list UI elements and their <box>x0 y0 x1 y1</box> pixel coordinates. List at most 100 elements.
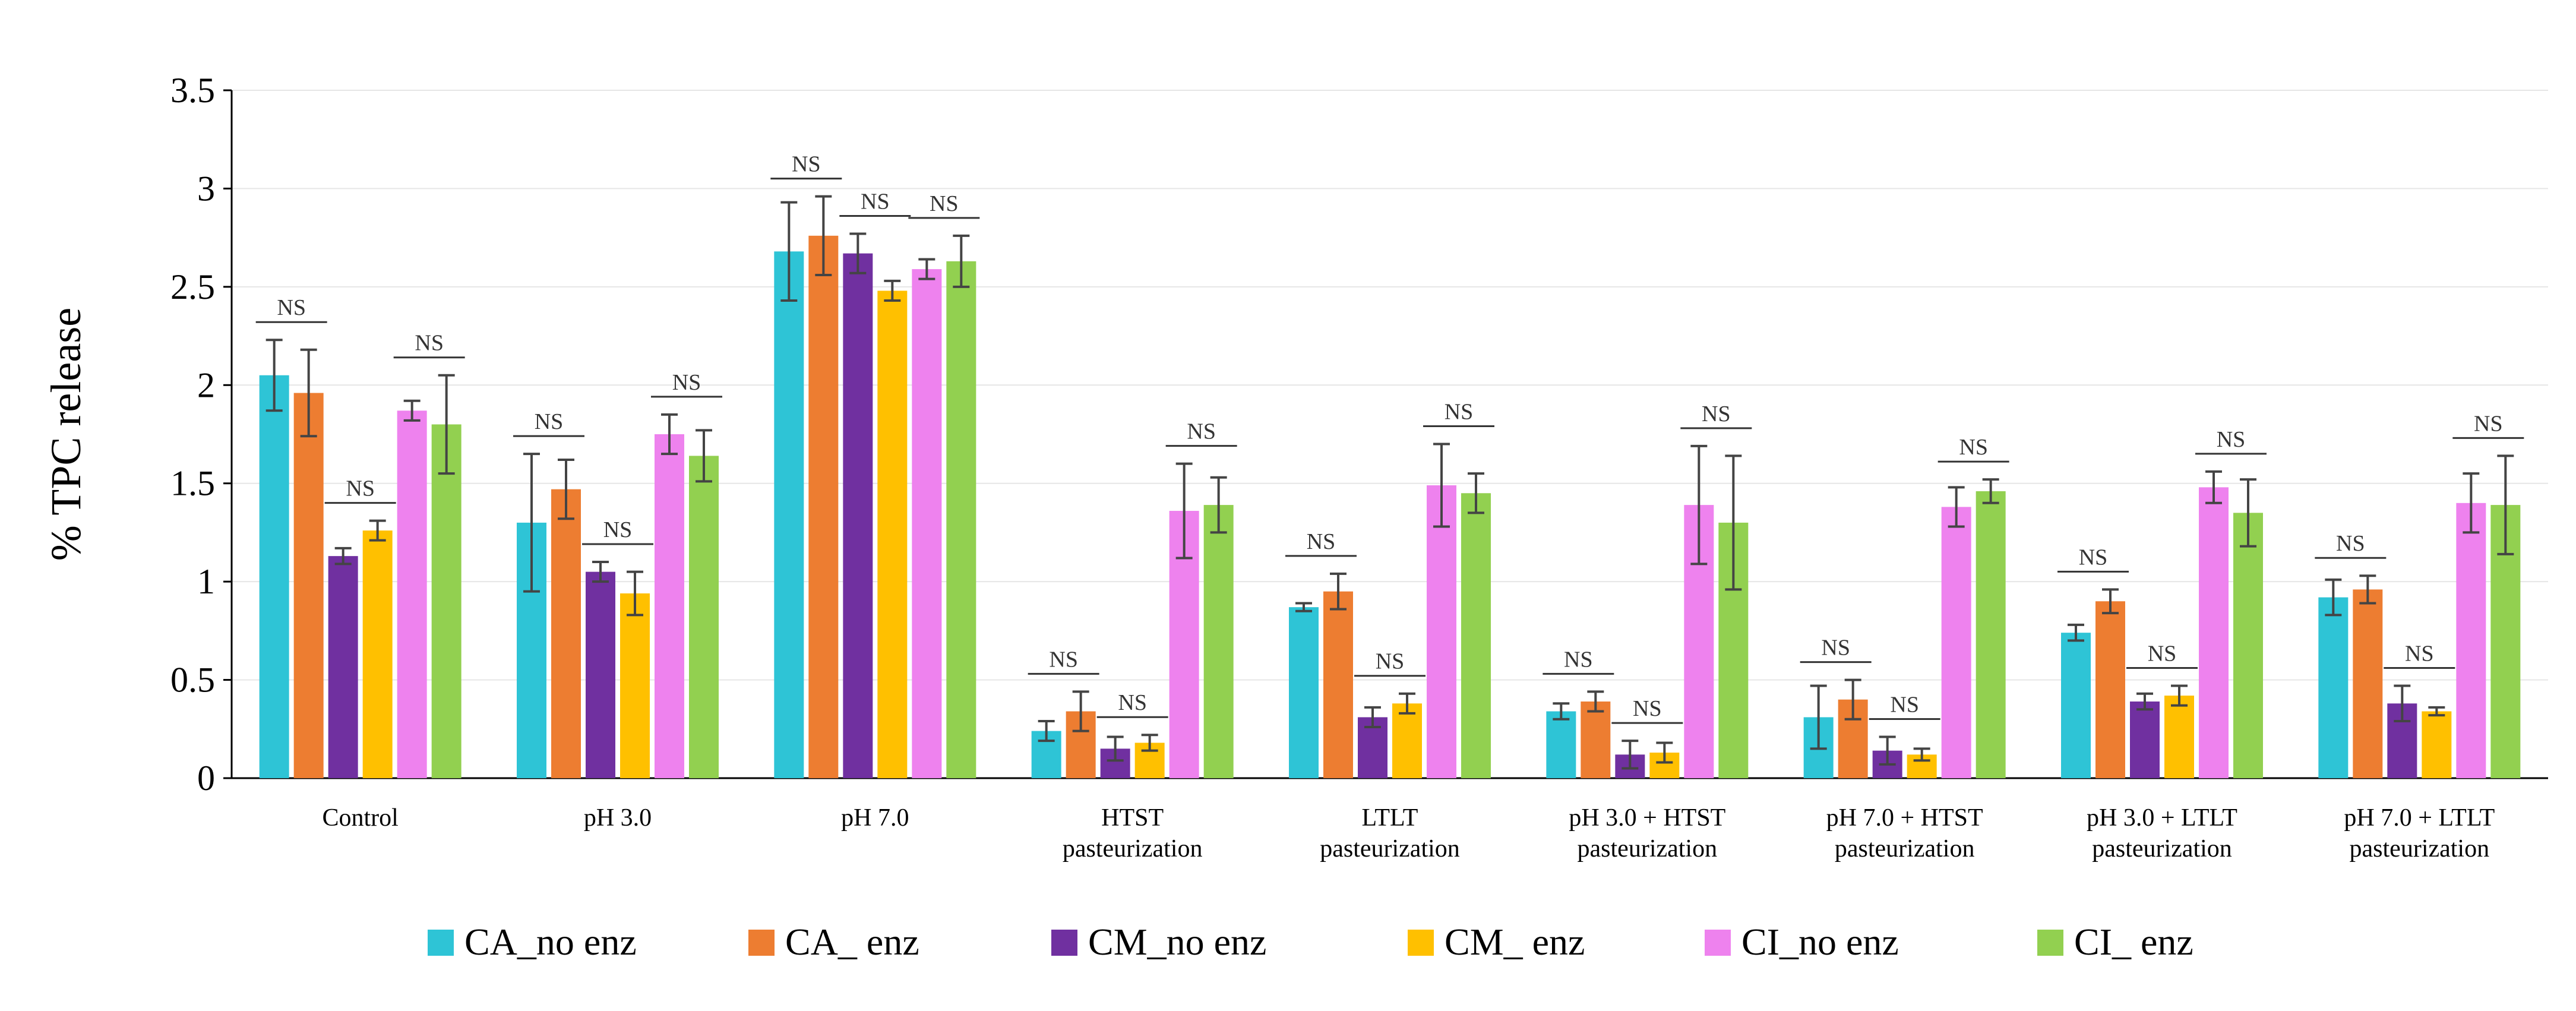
ns-label: NS <box>861 189 890 214</box>
ns-label: NS <box>672 370 701 395</box>
y-tick-label: 0.5 <box>170 661 215 700</box>
y-tick-label: 2.5 <box>170 267 215 307</box>
ns-label: NS <box>277 295 306 320</box>
x-category-label: HTST <box>1101 804 1164 832</box>
ns-label: NS <box>1307 529 1336 554</box>
x-category-label: pH 3.0 + HTST <box>1569 804 1725 832</box>
ns-label: NS <box>346 476 375 501</box>
y-tick-label: 0 <box>197 759 215 798</box>
ns-label: NS <box>2079 545 2108 570</box>
bar <box>655 434 684 778</box>
bar <box>1203 505 1234 778</box>
bar <box>2353 589 2383 778</box>
ns-label: NS <box>2217 427 2246 452</box>
bar <box>259 375 289 778</box>
legend-label: CM_no enz <box>1088 921 1266 963</box>
ns-label: NS <box>1049 647 1078 672</box>
bar <box>2199 487 2229 778</box>
y-tick-label: 3.5 <box>170 71 215 110</box>
bar <box>689 456 719 778</box>
bar <box>551 489 581 778</box>
ns-label: NS <box>1959 435 1988 460</box>
bar <box>1289 607 1319 778</box>
legend: CA_no enz CA_ enz CM_no enz CM_ enz CI_no en… <box>428 921 2193 963</box>
bars <box>259 235 2521 779</box>
x-category-label: LTLT <box>1362 804 1418 832</box>
bar <box>586 571 615 778</box>
legend-swatch <box>1705 930 1731 956</box>
x-category-label: pasteurization <box>2350 835 2490 862</box>
ns-label: NS <box>1702 402 1731 426</box>
bar <box>1461 493 1491 778</box>
ns-label: NS <box>1118 690 1147 715</box>
ns-label: NS <box>930 191 959 216</box>
x-category-label: pH 7.0 + LTLT <box>2344 804 2495 832</box>
bar <box>843 253 873 778</box>
error-bars <box>265 195 2514 770</box>
bar <box>1976 491 2006 778</box>
bar <box>2130 701 2160 778</box>
x-category-label: pasteurization <box>1578 835 1718 862</box>
legend-swatch <box>428 930 454 956</box>
ns-label: NS <box>1445 400 1474 425</box>
bar <box>808 235 839 778</box>
ns-label: NS <box>603 517 633 542</box>
x-category-label: pH 3.0 + LTLT <box>2087 804 2237 832</box>
legend-label: CI_no enz <box>1741 921 1899 963</box>
legend-label: CA_no enz <box>464 921 637 963</box>
x-category-label: pH 7.0 <box>841 804 909 832</box>
ns-label: NS <box>1187 419 1216 444</box>
legend-label: CA_ enz <box>785 921 919 963</box>
bar <box>2061 633 2091 778</box>
axes: 0 0.5 1 1.5 2 2.5 3 3.5 <box>170 71 2548 798</box>
legend-swatch <box>2037 930 2063 956</box>
x-category-label: Control <box>322 804 398 832</box>
ns-label: NS <box>535 409 564 434</box>
bar <box>946 261 976 778</box>
legend-label: CM_ enz <box>1445 921 1585 963</box>
ns-label: NS <box>1376 649 1405 674</box>
ns-label: NS <box>792 152 821 177</box>
x-category-label: pasteurization <box>1063 835 1203 862</box>
ns-label: NS <box>2405 641 2434 666</box>
ns-label: NS <box>1890 693 1919 718</box>
y-tick-label: 3 <box>197 169 215 208</box>
ns-label: NS <box>1821 636 1850 661</box>
x-category-label: pasteurization <box>1835 835 1975 862</box>
bar <box>774 251 804 778</box>
bar <box>1323 591 1353 778</box>
x-category-label: pasteurization <box>1320 835 1460 862</box>
x-category-label: pH 7.0 + HTST <box>1826 804 1983 832</box>
bar <box>2422 711 2452 778</box>
bar <box>2233 513 2263 778</box>
bar <box>2456 503 2486 778</box>
gridlines <box>232 90 2548 681</box>
bar <box>431 424 462 778</box>
ns-label: NS <box>2148 641 2177 666</box>
bar <box>293 393 324 778</box>
y-tick-label: 1 <box>197 562 215 601</box>
bar <box>877 290 908 779</box>
bar <box>2095 601 2125 778</box>
legend-swatch <box>748 930 775 956</box>
ns-label: NS <box>2336 531 2365 556</box>
ns-label: NS <box>1564 647 1593 672</box>
bar <box>397 410 427 778</box>
axis-labels: % TPC release Control pH 3.0 pH 7.0 HTST past… <box>42 308 2495 862</box>
bar <box>2318 597 2349 778</box>
bar <box>362 530 393 778</box>
bar <box>1546 711 1576 778</box>
y-axis-title: % TPC release <box>42 308 90 561</box>
ns-label: NS <box>2474 411 2503 436</box>
legend-swatch <box>1051 930 1077 956</box>
significance-annotations: NS NS NS NS NS NS NS NS NS NS NS NS NS NS NS NS NS NS NS NS… <box>255 152 2524 724</box>
ns-label: NS <box>1633 696 1662 721</box>
ns-label: NS <box>415 331 444 356</box>
x-category-label: pasteurization <box>2092 835 2232 862</box>
bar <box>328 556 358 778</box>
y-tick-label: 2 <box>197 365 215 405</box>
y-tick-label: 1.5 <box>170 464 215 503</box>
legend-label: CI_ enz <box>2074 921 2193 963</box>
bar <box>1427 485 1456 778</box>
